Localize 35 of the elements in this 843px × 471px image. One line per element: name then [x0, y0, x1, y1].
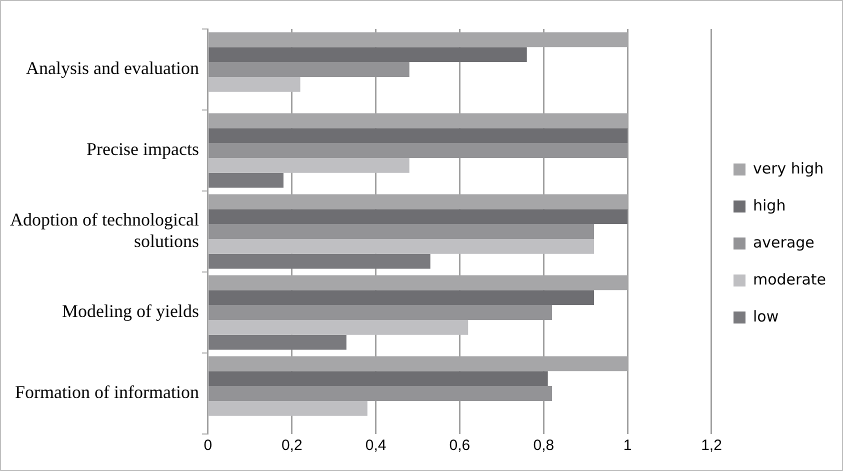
legend-label: very high [752, 159, 824, 178]
x-tick-label: 0,6 [449, 437, 470, 454]
bar [208, 128, 628, 144]
x-tick-label: 1 [623, 437, 632, 454]
y-tick-label: Precise impacts [86, 139, 199, 160]
y-tick-label: Modeling of yields [62, 301, 199, 322]
bar [208, 209, 628, 224]
bar [208, 158, 410, 173]
bar [208, 400, 368, 416]
x-tick-label: 0 [204, 437, 212, 454]
legend-label: moderate [752, 270, 826, 288]
bar [208, 386, 552, 401]
bar [208, 172, 284, 188]
legend-label: low [752, 307, 779, 326]
x-tick-label: 0,2 [281, 437, 302, 454]
bar [208, 305, 552, 320]
legend-label: average [752, 233, 814, 252]
x-tick-label: 0,4 [365, 437, 386, 454]
bar [208, 62, 410, 77]
bar [208, 238, 594, 254]
bar [208, 290, 594, 306]
bar [208, 371, 548, 386]
bar [208, 254, 430, 269]
x-tick-label: 0,8 [533, 437, 554, 454]
y-tick-label: Formation of information [14, 382, 199, 402]
bar [208, 143, 628, 158]
bar [208, 320, 468, 335]
bar [208, 47, 527, 62]
x-tick-label: 1,2 [701, 437, 722, 454]
y-tick-label: Analysis and evaluation [26, 58, 199, 78]
y-tick-label: Adoption of technological solutions [10, 209, 199, 252]
legend-label: high [752, 196, 786, 214]
bar [208, 76, 300, 92]
bar [208, 334, 346, 350]
bar [208, 224, 594, 239]
